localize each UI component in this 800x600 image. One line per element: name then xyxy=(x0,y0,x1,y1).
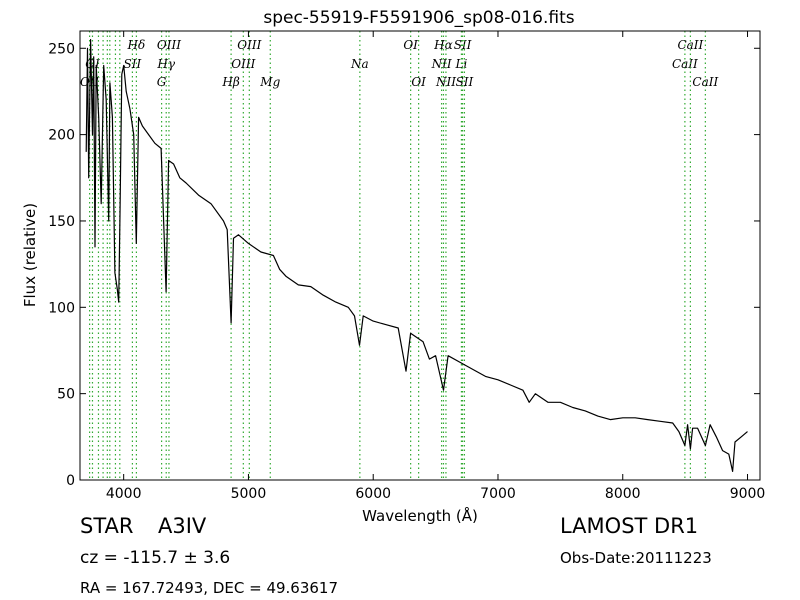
survey-name: LAMOST DR1 xyxy=(560,514,699,538)
spectral-line-label: OIII xyxy=(231,57,255,71)
spectral-line-label: OIII xyxy=(237,38,261,52)
x-tick-label: 4000 xyxy=(106,486,142,502)
spectral-line-label: SII xyxy=(454,38,472,52)
y-tick-label: 100 xyxy=(48,300,75,316)
spectral-line-label: Hγ xyxy=(156,57,175,71)
y-tick-label: 200 xyxy=(48,128,75,144)
spectral-line-label: CaII xyxy=(672,57,698,71)
redshift-cz: cz = -115.7 ± 3.6 xyxy=(80,548,231,568)
spectral-line-label: NII xyxy=(431,57,452,71)
series-layer xyxy=(85,38,748,472)
x-axis-label: Wavelength (Å) xyxy=(362,506,478,525)
ticks-layer: 4000 5000 6000 7000 8000 9000 0 50 100 150 200 250 xyxy=(48,31,765,502)
y-axis-label: Flux (relative) xyxy=(21,203,39,307)
observation-date: Obs-Date:20111223 xyxy=(560,549,712,567)
spectral-line-label: CaII xyxy=(692,75,718,89)
x-tick-label: 6000 xyxy=(355,486,391,502)
spectral-line-label: OIII xyxy=(157,38,181,52)
spectral-subclass: A3IV xyxy=(158,514,207,538)
coordinates: RA = 167.72493, DEC = 49.63617 xyxy=(80,579,339,597)
spectral-line-label: Hβ xyxy=(221,75,239,89)
spectral-line-label: Hδ xyxy=(127,38,146,52)
x-tick-label: 5000 xyxy=(231,486,267,502)
spectral-line-label: SII xyxy=(124,57,142,71)
y-tick-label: 0 xyxy=(66,473,75,489)
chart-title: spec-55919-F5591906_sp08-016.fits xyxy=(263,8,574,28)
spectral-line-label: OI xyxy=(403,38,418,52)
spectral-line-label: Li xyxy=(455,57,468,71)
y-tick-label: 150 xyxy=(48,214,75,230)
x-tick-label: 9000 xyxy=(730,486,766,502)
spectral-line-label: SII xyxy=(456,75,474,89)
spectral-line-label: Mg xyxy=(259,75,280,89)
spectral-line-label: NII xyxy=(435,75,456,89)
spectral-line-label: G xyxy=(157,75,167,89)
object-type: STAR xyxy=(80,514,134,538)
spectral-line-label: OI xyxy=(411,75,426,89)
plot-frame xyxy=(79,30,761,481)
spectrum-line xyxy=(85,38,748,472)
spectral-line-label: CaII xyxy=(677,38,703,52)
y-tick-label: 250 xyxy=(48,41,75,57)
y-tick-label: 50 xyxy=(57,387,75,403)
spectral-line-label: Hα xyxy=(433,38,453,52)
spectral-line-label: Na xyxy=(350,57,369,71)
x-tick-label: 7000 xyxy=(480,486,516,502)
x-tick-label: 8000 xyxy=(605,486,641,502)
